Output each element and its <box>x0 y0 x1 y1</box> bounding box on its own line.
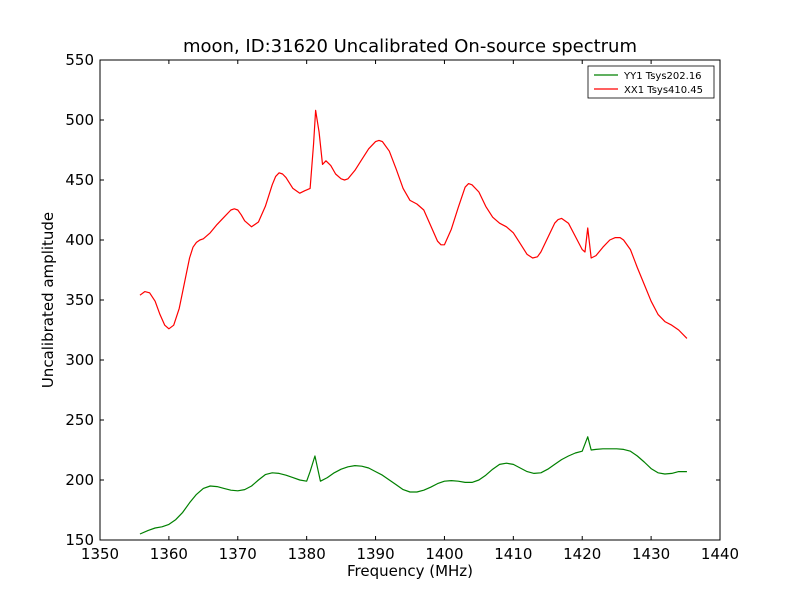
x-tick-label: 1400 <box>425 545 463 563</box>
x-tick-label: 1380 <box>288 545 326 563</box>
y-tick-label: 150 <box>65 531 94 549</box>
legend-box <box>587 65 715 99</box>
y-tick-label: 250 <box>65 411 94 429</box>
y-axis-label: Uncalibrated amplitude <box>39 212 57 388</box>
y-tick-label: 400 <box>65 231 94 249</box>
chart-title: moon, ID:31620 Uncalibrated On-source sp… <box>183 36 637 57</box>
legend: YY1 Tsys202.16 XX1 Tsys410.45 <box>587 65 715 99</box>
x-tick-label: 1370 <box>219 545 257 563</box>
legend-label-1: YY1 Tsys202.16 <box>623 71 702 82</box>
y-tick-label: 350 <box>65 291 94 309</box>
x-axis-label: Frequency (MHz) <box>347 562 473 580</box>
y-tick-label: 500 <box>65 111 94 129</box>
x-tick-label: 1420 <box>563 545 601 563</box>
x-tick-label: 1410 <box>494 545 532 563</box>
y-tick-label: 200 <box>65 471 94 489</box>
series-line-1 <box>139 436 687 535</box>
y-tick-label: 550 <box>65 51 94 69</box>
x-tick-label: 1360 <box>150 545 188 563</box>
series-line-2 <box>139 109 688 339</box>
x-tick-label: 1430 <box>632 545 670 563</box>
x-tick-label: 1350 <box>81 545 119 563</box>
x-tick-label: 1440 <box>701 545 739 563</box>
x-tick-label: 1390 <box>356 545 394 563</box>
y-tick-label: 300 <box>65 351 94 369</box>
y-tick-label: 450 <box>65 171 94 189</box>
plot-area: 1350 1360 1370 1380 1390 1400 1410 1420 1430 1440… <box>65 51 739 563</box>
legend-label-2: XX1 Tsys410.45 <box>624 85 703 96</box>
